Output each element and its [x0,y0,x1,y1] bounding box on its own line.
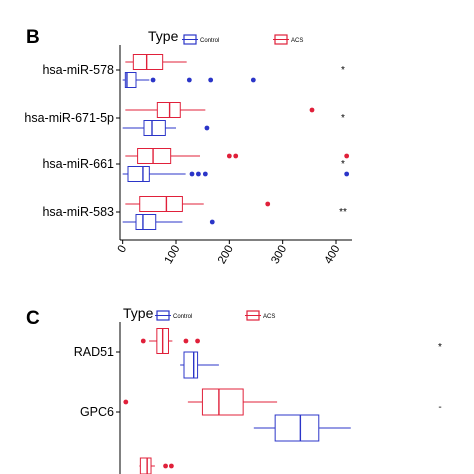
legend-label-control: Control [200,38,219,44]
panel-c-acs-outlier [140,338,146,344]
panel-b-control-outlier [204,125,210,131]
panel-b-control-box [124,72,137,88]
panel-c-significance: * [438,342,442,353]
legend-label-acs: ACS [263,314,275,320]
panel-c-acs-outlier [123,399,129,405]
panel-b-acs-outlier [265,201,271,207]
panel-c-category-label: RAD51 [74,345,114,359]
panel-c-acs-outlier [183,338,189,344]
panel-b-control-outlier [208,77,214,83]
panel-b-control-box [127,166,150,182]
panel-c-legend: Control ACS [155,310,275,321]
panel-c-legend-title: Type [123,305,154,321]
panel-b-acs-box [156,102,181,118]
panel-b-x-tick-label: 400 [323,244,343,267]
panel-b-control-outlier [250,77,256,83]
panel-b-category-label: hsa-miR-671-5p [24,111,114,125]
panel-b-control-outlier [150,77,156,83]
panel-b-x-tick-label: 100 [163,244,183,267]
panel-b-acs-outlier [344,153,350,159]
panel-b-letter: B [26,27,40,48]
panel-b-control-outlier [202,171,208,177]
panel-b-x-tick-label: 200 [216,244,236,267]
panel-c-significance: - [438,402,441,413]
panel-c-plot: RAD51 * GPC6 - [74,322,442,474]
panel-b-plot: hsa-miR-578 * hsa-miR-671-5p * hsa-miR-661 * h… [24,45,352,266]
panel-c-acs-outlier [195,338,200,344]
panel-c-control-box [274,414,320,442]
panel-c-control-box [183,351,199,379]
panel-b-control-box [143,120,166,136]
panel-c-extra-acs-outlier [168,463,174,469]
legend-label-acs: ACS [291,38,303,44]
panel-b-category-label: hsa-miR-661 [42,157,114,171]
legend-label-control: Control [173,314,192,320]
panel-c-extra-acs-box [139,457,152,474]
panel-c-extra-acs-outlier [163,463,168,469]
panel-b-significance: * [341,159,345,170]
panel-b-significance: * [341,65,345,76]
panel-b-significance: * [341,113,345,124]
panel-c-letter: C [26,308,40,329]
panel-b-x-tick-label: 0 [116,244,130,256]
panel-b-acs-outlier [309,107,315,113]
panel-b-legend-title: Type [148,28,179,44]
panel-b-x-tick-label: 300 [269,244,289,267]
panel-b-significance: ** [339,207,347,218]
panel-b-control-outlier [344,171,350,177]
panel-b-control-outlier [186,77,192,83]
panel-c-category-label: GPC6 [80,405,114,419]
panel-b-control-outlier [189,171,195,177]
panel-b-category-label: hsa-miR-583 [42,205,114,219]
panel-b-legend: Control ACS [182,34,303,45]
panel-b-category-label: hsa-miR-578 [42,63,114,77]
panel-b-control-outlier [209,219,215,225]
panel-b-control-outlier [196,171,201,177]
panel-b-acs-outlier [233,153,239,159]
panel-c-acs-box [201,388,244,416]
panel-b-acs-box [137,148,172,164]
panel-b-acs-box [132,54,164,70]
panel-b-control-box [135,214,157,230]
panel-b-acs-outlier [226,153,232,159]
panel-b-acs-box [139,196,183,212]
